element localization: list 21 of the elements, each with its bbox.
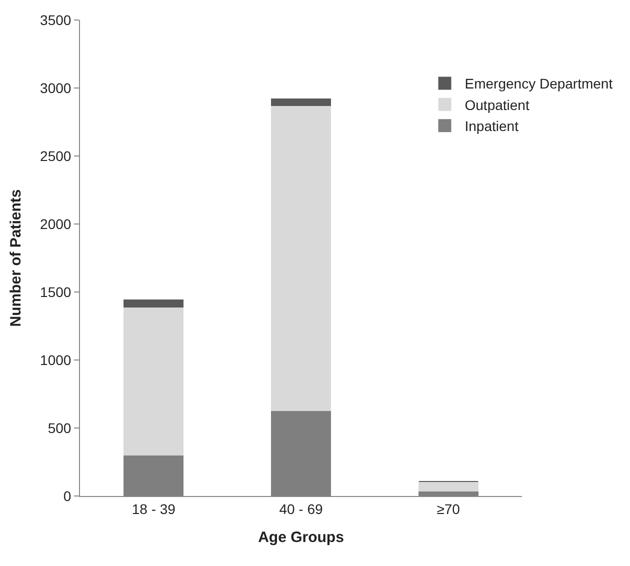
y-tick-label: 3000 <box>40 80 72 96</box>
bar <box>271 105 331 411</box>
bar <box>271 98 331 106</box>
x-tick-label: 40 - 69 <box>279 500 324 517</box>
x-tick-label: ≥70 <box>436 500 460 517</box>
bar <box>418 481 478 492</box>
y-tick-label: 2000 <box>40 216 72 232</box>
y-tick-label: 500 <box>48 420 72 436</box>
bar <box>124 306 184 456</box>
x-tick-label: 18 - 39 <box>132 500 176 517</box>
legend-label: Emergency Department <box>464 76 613 92</box>
y-tick-label: 3500 <box>40 12 72 28</box>
y-axis-title: Number of Patients <box>7 189 24 327</box>
y-tick-label: 2500 <box>40 148 72 164</box>
x-axis-title: Age Groups <box>258 528 344 546</box>
bar <box>124 300 184 308</box>
y-tick-label: 1000 <box>40 352 72 368</box>
y-tick-label: 0 <box>63 488 72 504</box>
y-tick-label: 1500 <box>40 284 72 300</box>
legend-label: Inpatient <box>464 118 519 134</box>
legend-label: Outpatient <box>464 96 530 113</box>
